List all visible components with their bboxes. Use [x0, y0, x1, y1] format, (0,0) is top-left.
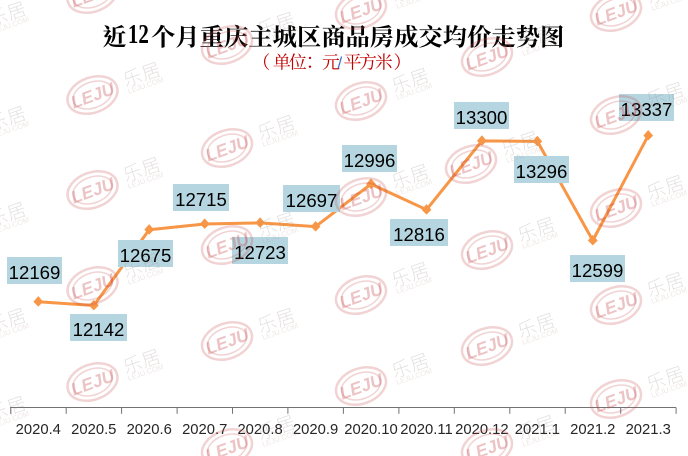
svg-text:2020.6: 2020.6 — [127, 422, 172, 438]
svg-text:2020.4: 2020.4 — [16, 422, 61, 438]
svg-text:2020.11: 2020.11 — [400, 422, 452, 438]
svg-text:2020.7: 2020.7 — [182, 422, 227, 438]
svg-text:/: / — [338, 54, 343, 73]
svg-text:12816: 12816 — [393, 224, 445, 245]
svg-text:12715: 12715 — [175, 189, 227, 210]
svg-text:2020.9: 2020.9 — [293, 422, 338, 438]
svg-text:12996: 12996 — [344, 150, 396, 171]
svg-text:12599: 12599 — [572, 260, 624, 281]
svg-text:12: 12 — [128, 19, 149, 49]
svg-text:2021.2: 2021.2 — [570, 422, 615, 438]
svg-text:2021.3: 2021.3 — [626, 422, 671, 438]
svg-text:2020.10: 2020.10 — [344, 422, 398, 438]
svg-text:12169: 12169 — [9, 262, 61, 283]
svg-text:2020.5: 2020.5 — [71, 422, 116, 438]
svg-text:13296: 13296 — [516, 161, 568, 182]
svg-text:13300: 13300 — [456, 107, 508, 128]
svg-text:12142: 12142 — [73, 319, 125, 340]
svg-text:12697: 12697 — [286, 190, 338, 211]
